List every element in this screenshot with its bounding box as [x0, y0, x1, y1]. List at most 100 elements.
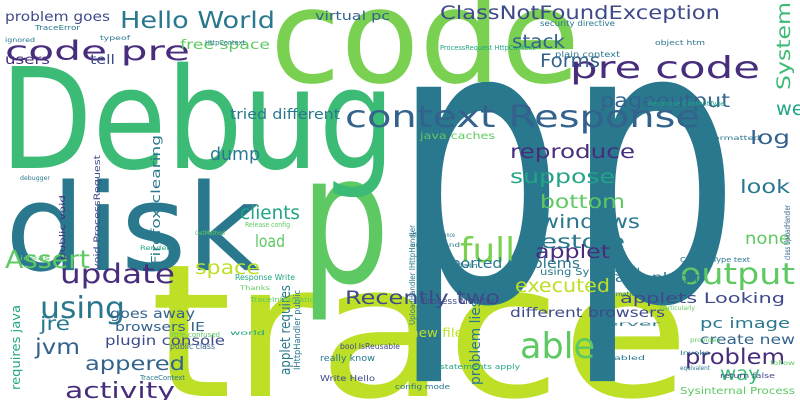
word: server [595, 321, 662, 328]
word: particularly [660, 305, 695, 312]
word: affect performance [410, 232, 455, 239]
word: p [300, 116, 390, 325]
word: Response Write [235, 273, 295, 282]
word: UploadHandler IHttpHandler [408, 224, 417, 325]
word: enabled [600, 355, 645, 362]
word: void ProcessRequest [93, 154, 103, 270]
word: new files [410, 326, 470, 340]
word: full [460, 231, 515, 271]
word: way [720, 363, 760, 385]
word: ClassNotFoundException [440, 2, 720, 24]
word: suppose [510, 166, 615, 188]
word: understand [410, 242, 460, 249]
word: activity [65, 379, 175, 400]
word: requires java [9, 305, 23, 390]
word: look [740, 176, 790, 198]
word: text plain [430, 262, 478, 270]
word: problem goes [5, 10, 110, 25]
word: reproduce [510, 141, 635, 163]
word: context Response [345, 100, 700, 135]
word: windows [540, 211, 640, 233]
word: tried different [230, 107, 341, 123]
word: public class [170, 342, 215, 351]
word: statements apply [440, 363, 520, 371]
word: reported problems [435, 256, 580, 272]
word: dump [210, 144, 260, 165]
word: users [5, 53, 50, 68]
word: jre [39, 313, 70, 335]
word: space [195, 257, 260, 279]
word: ProcessRequest HttpContext [440, 44, 535, 52]
word: IHttpHandler public [293, 290, 303, 370]
word: update [60, 259, 175, 290]
word: object htm [655, 39, 705, 47]
word: ignored [5, 37, 35, 44]
word: ContentType text [680, 256, 750, 264]
word: Render [140, 245, 171, 252]
word: System [773, 2, 795, 90]
word: plugin console [105, 334, 225, 349]
word: clients [240, 202, 300, 224]
word: applet requires [278, 285, 294, 375]
word: Firefox clearing [149, 135, 163, 265]
word: java caches [419, 131, 495, 142]
word: load [255, 232, 285, 252]
word: none [745, 229, 790, 249]
word: typeof [100, 35, 131, 42]
word: p [392, 0, 564, 392]
word: GetMethod [195, 230, 225, 237]
word: log [750, 127, 790, 149]
word: pc image [700, 316, 790, 332]
word: config mode [395, 383, 450, 391]
word: provides [690, 337, 720, 344]
word: Sysinternal Process [680, 386, 795, 397]
word: information [600, 291, 640, 298]
word: little confused [170, 331, 220, 339]
word: bool IsReusable [340, 342, 400, 351]
word: Recently two [345, 287, 500, 309]
word: restore [530, 231, 625, 253]
word: using [40, 291, 125, 326]
word: p [565, 0, 740, 392]
word: tell [90, 53, 115, 68]
word: formatted [710, 135, 760, 142]
word: Write Hello [320, 374, 375, 383]
word: Forms [540, 50, 600, 72]
word: applet [535, 241, 610, 263]
word: browsers IE [115, 320, 205, 334]
word: public void [58, 195, 67, 260]
word: web [776, 98, 800, 120]
word: TraceInformation [249, 296, 320, 304]
word: Process Monitor [422, 297, 495, 307]
word: different browsers [510, 306, 665, 321]
word: TraceContext [139, 374, 185, 382]
word: Release config [245, 221, 290, 229]
word: virtual pc [315, 9, 390, 23]
word: Assert [5, 245, 90, 274]
word: plain context [555, 50, 620, 59]
word: executed [515, 275, 610, 297]
word: Thanks [239, 285, 270, 292]
word: equivalent [680, 365, 711, 372]
word: follow [770, 360, 795, 367]
word: stack [512, 31, 565, 53]
word: bottom [540, 191, 625, 213]
word: disk [5, 160, 261, 299]
word: pre code [570, 51, 760, 86]
word: code [270, 0, 580, 113]
word: Debug [0, 39, 395, 202]
word: java plugin [609, 271, 705, 286]
word: Invoke [680, 350, 710, 357]
word: problem lies [468, 300, 484, 385]
word: able [520, 326, 595, 367]
word: world [230, 330, 265, 337]
word: HttpContext [205, 39, 245, 47]
word: Response ContentType [648, 100, 725, 108]
word: ideas [20, 255, 50, 262]
word: jvm [34, 335, 80, 359]
word: trace [150, 224, 690, 400]
word: problem [685, 345, 785, 369]
word: Hello World [120, 8, 275, 34]
